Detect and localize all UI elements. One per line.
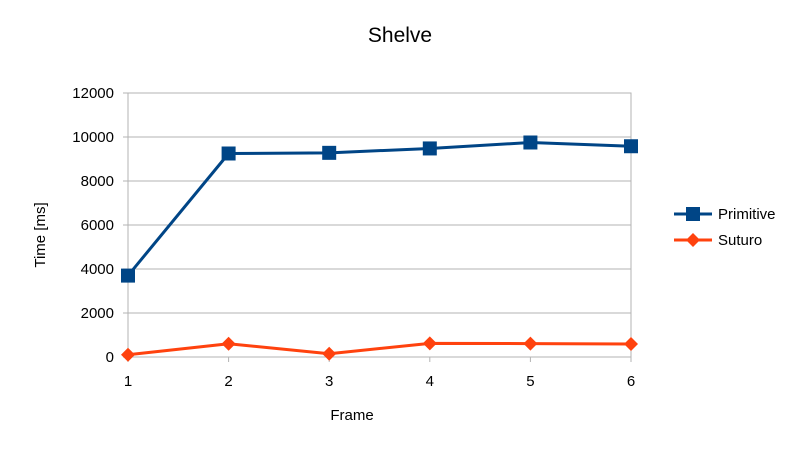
x-tick-label: 4	[426, 373, 434, 390]
legend-item-primitive: Primitive	[674, 206, 776, 223]
legend-item-suturo: Suturo	[674, 232, 762, 249]
data-point-suturo	[624, 337, 638, 352]
data-point-suturo	[523, 336, 538, 351]
legend-marker	[686, 233, 700, 247]
y-axis-title: Time [ms]	[32, 202, 49, 267]
y-tick-label: 10000	[72, 129, 114, 146]
x-tick-label: 6	[627, 373, 635, 390]
chart-title: Shelve	[368, 24, 432, 47]
legend-marker	[686, 207, 700, 221]
series-suturo	[121, 336, 638, 362]
series-layer	[121, 135, 638, 362]
data-point-primitive	[322, 145, 337, 160]
y-tick-label: 4000	[81, 261, 114, 278]
data-point-suturo	[322, 346, 337, 361]
series-primitive	[121, 135, 638, 283]
data-point-suturo	[221, 336, 236, 351]
y-tick-label: 0	[106, 349, 114, 366]
x-tick-label: 2	[224, 373, 232, 390]
x-axis-title: Frame	[330, 407, 373, 424]
series-line-suturo	[127, 341, 632, 357]
x-tick-label: 1	[124, 373, 132, 390]
data-point-primitive	[624, 139, 638, 154]
data-point-primitive	[523, 135, 538, 150]
series-line-primitive	[126, 141, 632, 277]
grid-lines	[128, 92, 631, 358]
axes: 0 2000 4000 6000 8000 10000 12000 1 2 3 4 5 6	[72, 85, 635, 390]
y-tick-label: 6000	[81, 217, 114, 234]
data-point-suturo	[422, 336, 437, 351]
data-point-suturo	[121, 347, 135, 362]
legend-label: Primitive	[718, 206, 776, 223]
data-point-primitive	[221, 146, 236, 161]
legend: Primitive Suturo	[674, 206, 776, 249]
x-tick-label: 3	[325, 373, 333, 390]
data-point-primitive	[422, 141, 437, 156]
y-tick-label: 2000	[81, 305, 114, 322]
data-point-primitive	[121, 268, 135, 283]
y-tick-label: 12000	[72, 85, 114, 102]
y-tick-label: 8000	[81, 173, 114, 190]
x-tick-label: 5	[526, 373, 534, 390]
legend-label: Suturo	[718, 232, 762, 249]
